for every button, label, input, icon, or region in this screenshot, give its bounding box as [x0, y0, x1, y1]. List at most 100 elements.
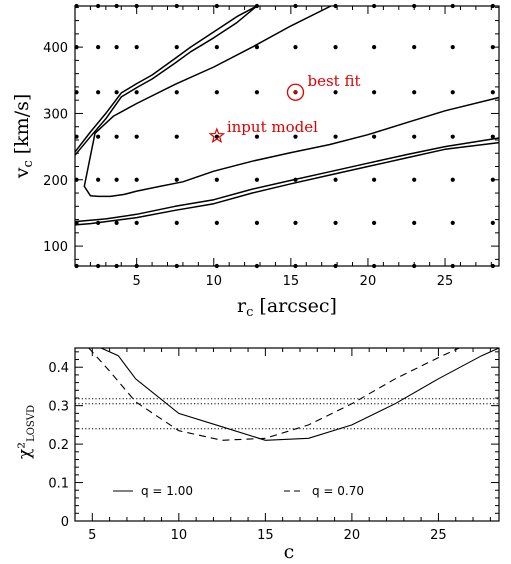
grid-point	[333, 45, 338, 50]
top-x-ticks: 5 10 15 20 25	[89, 6, 492, 289]
grid-point	[214, 220, 219, 225]
legend: q = 1.00 q = 0.70	[113, 484, 364, 498]
grid-point	[333, 134, 338, 139]
grid-point	[114, 220, 119, 225]
grid-point	[114, 45, 119, 50]
x-tick-label: 5	[88, 528, 96, 543]
threshold-lines	[75, 398, 499, 430]
contour-outer-upper	[74, 5, 258, 153]
grid-point	[412, 134, 417, 139]
grid-point	[333, 90, 338, 95]
grid-point	[96, 45, 101, 50]
top-y-axis-label: vc[km/s]	[11, 94, 36, 180]
grid-point	[333, 177, 338, 182]
y-tick-label: 0	[61, 515, 69, 530]
x-tick-label: 20	[360, 274, 377, 289]
grid-point	[96, 177, 101, 182]
grid-point	[214, 177, 219, 182]
contour-outer-lower	[74, 141, 500, 226]
x-tick-label: 15	[257, 528, 274, 543]
grid-point	[450, 134, 455, 139]
grid-point	[372, 90, 377, 95]
grid-point	[372, 134, 377, 139]
grid-point	[96, 134, 101, 139]
grid-point	[450, 90, 455, 95]
best-fit-label: best fit	[307, 72, 360, 90]
grid-point	[114, 90, 119, 95]
grid-point	[134, 220, 139, 225]
input-model-label: input model	[227, 118, 318, 136]
grid-point	[412, 45, 417, 50]
top-panel: 5 10 15 20 25 100 200 300 400 best fit input mod…	[11, 3, 500, 320]
bottom-x-axis-label: c	[284, 541, 295, 563]
grid-point	[450, 220, 455, 225]
grid-point	[254, 177, 260, 182]
grid-point	[134, 90, 139, 95]
chi2-series	[88, 347, 500, 441]
bottom-x-ticks: 5 10 15 20 25	[74, 348, 491, 543]
y-tick-label: 0.1	[48, 477, 69, 492]
grid-point	[293, 134, 298, 139]
x-tick-label: 5	[133, 274, 141, 289]
bottom-y-axis-label: χ²LOSVD	[15, 405, 37, 459]
contour-inner-lower	[74, 137, 500, 223]
x-tick-label: 25	[430, 528, 447, 543]
bottom-y-ticks: 0 0.1 0.2 0.3 0.4	[48, 351, 499, 530]
grid-point	[372, 45, 377, 50]
grid-point	[490, 90, 495, 95]
y-tick-label: 0.4	[48, 361, 69, 376]
x-tick-label: 25	[437, 274, 454, 289]
grid-point	[114, 134, 119, 139]
y-tick-label: 300	[43, 107, 68, 122]
x-tick-label: 15	[283, 274, 300, 289]
grid-point	[114, 177, 119, 182]
markers: best fit input model	[208, 72, 360, 144]
grid-point	[333, 220, 338, 225]
contour-inner-upper	[74, 5, 258, 156]
grid-point	[134, 45, 139, 50]
grid-point	[96, 90, 101, 95]
grid-point	[293, 220, 298, 225]
grid-point	[174, 134, 179, 139]
grid-point	[372, 220, 377, 225]
legend-label-q070: q = 0.70	[312, 484, 364, 498]
grid-point	[254, 220, 260, 225]
y-tick-label: 0.2	[48, 438, 69, 453]
y-tick-label: 100	[43, 240, 68, 255]
grid-point	[134, 177, 139, 182]
grid-point	[134, 134, 139, 139]
series-line-q070	[88, 347, 460, 441]
grid-point	[174, 45, 179, 50]
best-fit-circle-icon	[286, 83, 305, 101]
grid-point	[254, 90, 260, 95]
bottom-plot-frame	[74, 347, 500, 522]
grid-point	[450, 45, 455, 50]
y-tick-label: 200	[43, 174, 68, 189]
top-y-ticks: 100 200 300 400	[43, 6, 499, 260]
grid-point	[372, 177, 377, 182]
grid-point	[214, 134, 219, 139]
top-x-axis-label: rc [arcsec]	[237, 295, 337, 320]
grid-point	[293, 45, 298, 50]
y-tick-label: 400	[43, 41, 68, 56]
best-fit-dot	[293, 90, 298, 94]
grid-point	[490, 220, 495, 225]
contours	[74, 5, 500, 226]
grid-point	[214, 45, 219, 50]
legend-label-q100: q = 1.00	[141, 484, 193, 498]
grid-point	[450, 177, 455, 182]
bottom-panel: 5 10 15 20 25 0 0.1 0.2 0.3 0.4 q = 1.00 q = 0.7…	[15, 347, 500, 563]
grid-point	[412, 220, 417, 225]
grid-point	[214, 90, 219, 95]
grid-point	[254, 134, 260, 139]
series-line-q100	[100, 347, 500, 441]
y-tick-label: 0.3	[48, 400, 69, 415]
contour-closed	[83, 5, 500, 198]
grid-point	[412, 177, 417, 182]
grid-point	[412, 90, 417, 95]
top-plot-frame	[74, 5, 500, 267]
grid-points	[74, 3, 495, 269]
x-tick-label: 20	[344, 528, 361, 543]
grid-point	[174, 177, 179, 182]
